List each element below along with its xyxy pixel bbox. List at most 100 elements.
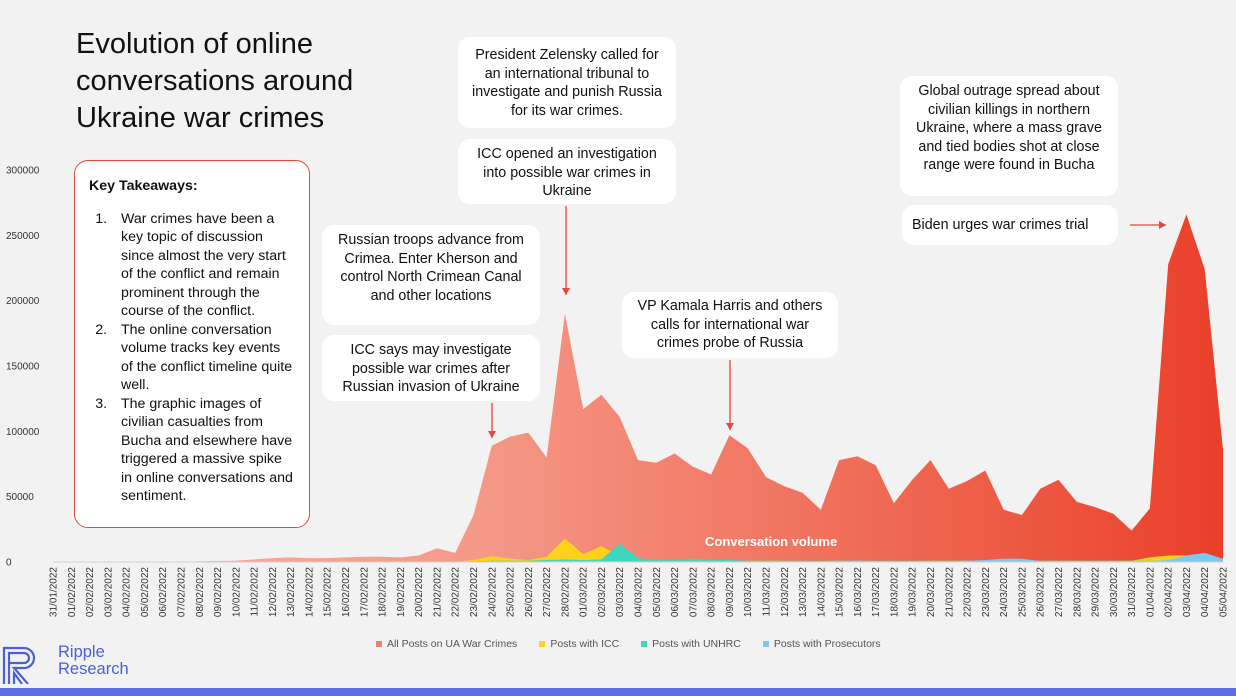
x-tick-label: 21/03/2022 bbox=[944, 567, 955, 617]
legend-label: All Posts on UA War Crimes bbox=[387, 638, 518, 650]
x-tick-label: 20/02/2022 bbox=[414, 567, 425, 617]
x-tick-label: 04/03/2022 bbox=[634, 567, 645, 617]
x-tick-label: 26/02/2022 bbox=[524, 567, 535, 617]
x-tick-label: 18/03/2022 bbox=[889, 567, 900, 617]
x-tick-label: 28/02/2022 bbox=[560, 567, 571, 617]
x-tick-label: 30/03/2022 bbox=[1109, 567, 1120, 617]
y-tick-label: 250000 bbox=[6, 231, 40, 242]
annotation-icc-says: ICC says may investigate possible war cr… bbox=[322, 335, 540, 401]
x-tick-label: 02/03/2022 bbox=[597, 567, 608, 617]
x-tick-label: 11/02/2022 bbox=[250, 567, 261, 617]
key-takeaways-box: Key Takeaways: War crimes have been a ke… bbox=[74, 160, 310, 528]
arrow-harris bbox=[726, 360, 734, 430]
x-tick-label: 24/03/2022 bbox=[999, 567, 1010, 617]
annotation-icc-opened: ICC opened an investigation into possibl… bbox=[458, 139, 676, 204]
x-tick-label: 12/02/2022 bbox=[268, 567, 279, 617]
takeaways-list: War crimes have been a key topic of disc… bbox=[89, 210, 293, 506]
x-tick-label: 25/02/2022 bbox=[506, 567, 517, 617]
legend-label: Posts with Prosecutors bbox=[773, 638, 881, 650]
x-tick-label: 15/02/2022 bbox=[323, 567, 334, 617]
x-tick-label: 07/02/2022 bbox=[176, 567, 187, 617]
annotation-biden: Biden urges war crimes trial bbox=[902, 205, 1118, 245]
ripple-research-logo: Ripple Research bbox=[2, 644, 129, 684]
x-tick-label: 03/02/2022 bbox=[103, 567, 114, 617]
legend-label: Posts with ICC bbox=[550, 638, 620, 650]
legend-label: Posts with UNHRC bbox=[652, 638, 741, 650]
x-tick-label: 29/03/2022 bbox=[1091, 567, 1102, 617]
chart-legend: All Posts on UA War Crimes Posts with IC… bbox=[376, 638, 881, 650]
x-tick-label: 14/02/2022 bbox=[304, 567, 315, 617]
x-tick-label: 09/02/2022 bbox=[213, 567, 224, 617]
x-tick-label: 23/03/2022 bbox=[981, 567, 992, 617]
y-tick-label: 50000 bbox=[6, 492, 34, 503]
chart-areas bbox=[53, 214, 1223, 563]
x-tick-label: 01/04/2022 bbox=[1145, 567, 1156, 617]
x-tick-label: 08/03/2022 bbox=[707, 567, 718, 617]
legend-swatch bbox=[762, 641, 769, 647]
y-tick-label: 200000 bbox=[6, 296, 40, 307]
x-tick-label: 05/03/2022 bbox=[652, 567, 663, 617]
x-tick-label: 13/03/2022 bbox=[798, 567, 809, 617]
x-tick-label: 15/03/2022 bbox=[835, 567, 846, 617]
x-tick-label: 31/01/2022 bbox=[49, 567, 60, 617]
logo-text: Ripple Research bbox=[58, 644, 129, 678]
x-tick-label: 06/02/2022 bbox=[158, 567, 169, 617]
y-tick-label: 0 bbox=[6, 558, 12, 569]
x-tick-label: 02/04/2022 bbox=[1164, 567, 1175, 617]
x-tick-label: 22/02/2022 bbox=[451, 567, 462, 617]
x-tick-label: 20/03/2022 bbox=[926, 567, 937, 617]
x-tick-label: 21/02/2022 bbox=[432, 567, 443, 617]
x-tick-label: 17/02/2022 bbox=[359, 567, 370, 617]
x-tick-label: 22/03/2022 bbox=[963, 567, 974, 617]
arrow-biden bbox=[1130, 221, 1166, 229]
x-tick-label: 03/04/2022 bbox=[1182, 567, 1193, 617]
x-tick-label: 10/03/2022 bbox=[743, 567, 754, 617]
x-tick-label: 14/03/2022 bbox=[816, 567, 827, 617]
area-prosecutors bbox=[53, 552, 1223, 562]
conversation-volume-label: Conversation volume bbox=[705, 534, 837, 549]
arrow-icc-says bbox=[488, 403, 496, 438]
bottom-accent-bar bbox=[0, 688, 1236, 696]
y-tick-label: 100000 bbox=[6, 427, 40, 438]
takeaway-item: The graphic images of civilian casualtie… bbox=[111, 395, 293, 506]
x-tick-label: 27/02/2022 bbox=[542, 567, 553, 617]
x-tick-label: 31/03/2022 bbox=[1127, 567, 1138, 617]
annotation-zelensky: President Zelensky called for an interna… bbox=[458, 37, 676, 128]
x-tick-label: 11/03/2022 bbox=[761, 567, 772, 617]
x-tick-label: 04/04/2022 bbox=[1200, 567, 1211, 617]
takeaway-item: The online conversation volume tracks ke… bbox=[111, 321, 293, 395]
legend-item-prosecutors: Posts with Prosecutors bbox=[762, 638, 881, 650]
x-tick-label: 01/03/2022 bbox=[579, 567, 590, 617]
y-tick-label: 150000 bbox=[6, 362, 40, 373]
annotation-bucha: Global outrage spread about civilian kil… bbox=[900, 76, 1118, 196]
x-tick-label: 05/04/2022 bbox=[1219, 567, 1230, 617]
y-tick-label: 300000 bbox=[6, 166, 40, 177]
x-tick-label: 10/02/2022 bbox=[231, 567, 242, 617]
ripple-logo-icon bbox=[2, 646, 36, 684]
legend-swatch bbox=[376, 641, 382, 647]
x-tick-label: 18/02/2022 bbox=[378, 567, 389, 617]
x-tick-label: 06/03/2022 bbox=[670, 567, 681, 617]
legend-swatch bbox=[641, 641, 648, 647]
x-tick-label: 28/03/2022 bbox=[1072, 567, 1083, 617]
x-tick-label: 01/02/2022 bbox=[67, 567, 78, 617]
x-tick-label: 16/02/2022 bbox=[341, 567, 352, 617]
x-tick-label: 04/02/2022 bbox=[122, 567, 133, 617]
x-tick-label: 25/03/2022 bbox=[1017, 567, 1028, 617]
annotation-harris: VP Kamala Harris and others calls for in… bbox=[622, 292, 838, 358]
logo-line1: Ripple bbox=[58, 643, 105, 661]
annotation-russian-troops: Russian troops advance from Crimea. Ente… bbox=[322, 225, 540, 325]
annotation-arrows bbox=[488, 206, 1166, 438]
legend-swatch bbox=[539, 641, 546, 647]
x-tick-label: 19/03/2022 bbox=[908, 567, 919, 617]
legend-item-all-posts: All Posts on UA War Crimes bbox=[376, 638, 517, 650]
x-tick-label: 13/02/2022 bbox=[286, 567, 297, 617]
x-axis-ticks: 31/01/2022 01/02/2022 02/02/2022 03/02/2022… bbox=[49, 567, 1230, 617]
x-tick-label: 26/03/2022 bbox=[1036, 567, 1047, 617]
x-tick-label: 24/02/2022 bbox=[487, 567, 498, 617]
x-tick-label: 16/03/2022 bbox=[853, 567, 864, 617]
x-tick-label: 08/02/2022 bbox=[195, 567, 206, 617]
takeaway-item: War crimes have been a key topic of disc… bbox=[111, 210, 293, 321]
takeaways-heading: Key Takeaways: bbox=[89, 178, 198, 194]
